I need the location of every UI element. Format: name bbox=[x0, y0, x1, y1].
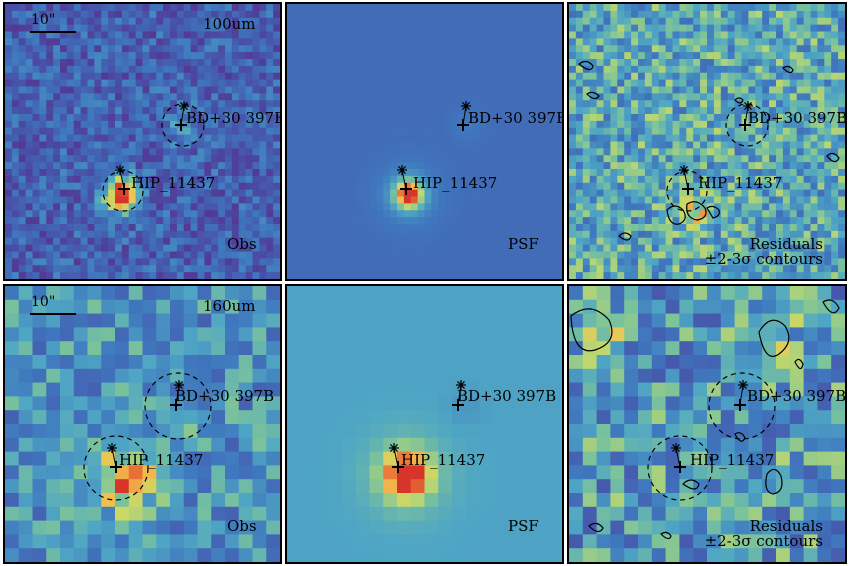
panel-obs-100um: 10" 100um Obs HIP_11437 BD+30 397B bbox=[3, 2, 282, 281]
contour-line bbox=[734, 432, 746, 442]
scale-label: 10" bbox=[31, 294, 56, 310]
panel-label: PSF bbox=[508, 235, 539, 253]
contour-line bbox=[666, 205, 686, 225]
panel-psf-100um: PSF HIP_11437 BD+30 397B bbox=[285, 2, 564, 281]
plus-marker-icon bbox=[175, 119, 187, 131]
source-label-primary: HIP_11437 bbox=[119, 451, 204, 469]
psf-image bbox=[287, 286, 562, 562]
panel-label: Residuals bbox=[749, 517, 823, 535]
contour-line bbox=[682, 479, 700, 490]
plus-marker-icon bbox=[734, 399, 746, 411]
contour-line bbox=[578, 60, 594, 71]
band-label: 160um bbox=[203, 297, 256, 315]
panel-res-100um: Residuals ±2-3σ contours HIP_11437 BD+30… bbox=[567, 2, 847, 281]
band-label: 100um bbox=[203, 15, 256, 33]
plus-marker-icon bbox=[392, 461, 404, 473]
source-label-primary: HIP_11437 bbox=[401, 451, 486, 469]
markers bbox=[570, 299, 840, 540]
contour-line bbox=[686, 201, 707, 221]
residual-image bbox=[569, 4, 845, 279]
source-label-primary: HIP_11437 bbox=[690, 451, 775, 469]
dashed-circle-icon bbox=[725, 103, 769, 147]
contour-line bbox=[588, 522, 604, 533]
markers bbox=[83, 372, 212, 501]
panel-res-160um: Residuals ±2-3σ contours HIP_11437 BD+30… bbox=[567, 284, 847, 564]
panel-label: Obs bbox=[227, 235, 257, 253]
contour-line bbox=[586, 91, 600, 100]
contour-line bbox=[782, 65, 794, 74]
panel-sublabel: ±2-3σ contours bbox=[704, 250, 823, 268]
panel-label: PSF bbox=[508, 517, 539, 535]
scale-label: 10" bbox=[31, 12, 56, 28]
source-label-secondary: BD+30 397B bbox=[186, 109, 282, 127]
dashed-circle-icon bbox=[161, 103, 205, 147]
plus-marker-icon bbox=[118, 183, 130, 195]
contour-line bbox=[618, 232, 632, 241]
source-label-secondary: BD+30 397B bbox=[747, 387, 847, 405]
panel-sublabel: ±2-3σ contours bbox=[704, 532, 823, 550]
contour-line bbox=[758, 319, 790, 357]
source-label-secondary: BD+30 397B bbox=[748, 109, 847, 127]
contour-line bbox=[734, 97, 744, 104]
panel-psf-160um: PSF HIP_11437 BD+30 397B bbox=[285, 284, 564, 564]
psf-image bbox=[287, 4, 562, 279]
dashed-circle-icon bbox=[708, 372, 776, 440]
markers bbox=[578, 60, 840, 241]
contour-line bbox=[826, 152, 840, 163]
dashed-circle-icon bbox=[647, 435, 713, 501]
plus-marker-icon bbox=[739, 119, 751, 131]
markers bbox=[389, 380, 466, 473]
plus-marker-icon bbox=[457, 119, 469, 131]
panel-label: Residuals bbox=[749, 235, 823, 253]
contour-line bbox=[660, 531, 672, 540]
plus-marker-icon bbox=[170, 399, 182, 411]
obs-image bbox=[5, 4, 280, 279]
source-label-secondary: BD+30 397B bbox=[457, 387, 557, 405]
plus-marker-icon bbox=[452, 399, 464, 411]
markers bbox=[397, 101, 471, 195]
source-label-secondary: BD+30 397B bbox=[175, 387, 275, 405]
contour-line bbox=[822, 299, 840, 314]
source-label-primary: HIP_11437 bbox=[698, 174, 783, 192]
contour-line bbox=[765, 468, 783, 495]
obs-image bbox=[5, 286, 280, 562]
contour-line bbox=[570, 308, 613, 352]
source-label-primary: HIP_11437 bbox=[413, 174, 498, 192]
dashed-circle-icon bbox=[83, 435, 149, 501]
contour-line bbox=[706, 205, 720, 219]
markers bbox=[102, 101, 205, 212]
plus-marker-icon bbox=[682, 183, 694, 195]
panel-label: Obs bbox=[227, 517, 257, 535]
plus-marker-icon bbox=[110, 461, 122, 473]
plus-marker-icon bbox=[400, 183, 412, 195]
source-label-primary: HIP_11437 bbox=[131, 174, 216, 192]
plus-marker-icon bbox=[674, 461, 686, 473]
panel-obs-160um: 10" 160um Obs HIP_11437 BD+30 397B bbox=[3, 284, 282, 564]
dashed-circle-icon bbox=[102, 170, 144, 212]
scale-bar bbox=[30, 31, 76, 33]
scale-bar bbox=[30, 313, 76, 315]
contour-line bbox=[794, 358, 804, 370]
source-label-secondary: BD+30 397B bbox=[468, 109, 564, 127]
dashed-circle-icon bbox=[144, 372, 212, 440]
